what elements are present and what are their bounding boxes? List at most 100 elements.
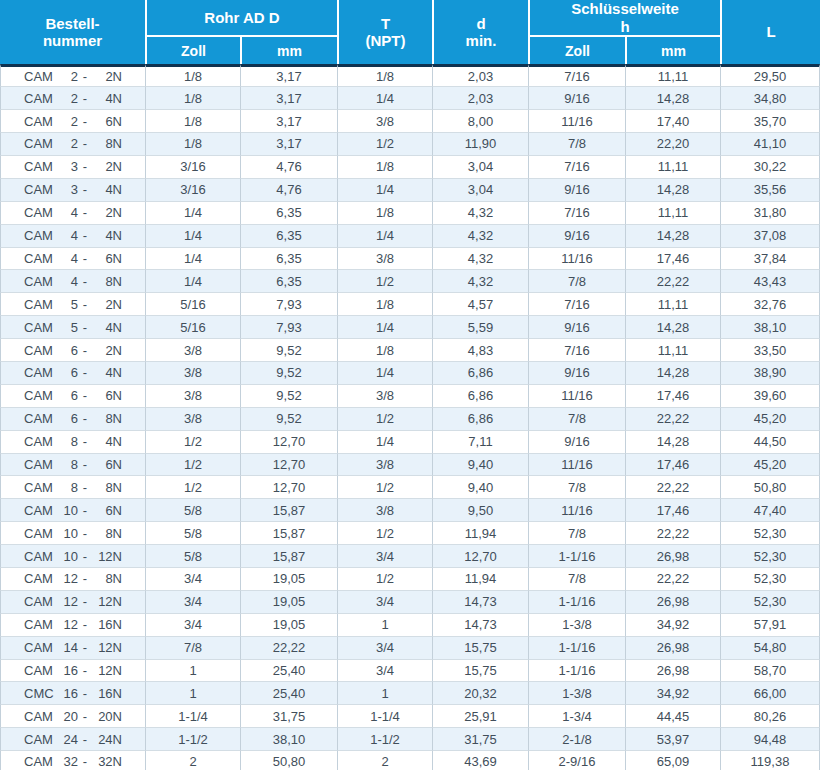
cell-t-npt: 1/8 [337, 64, 432, 87]
cell-rohr-mm: 15,87 [240, 545, 337, 568]
cell-d-min: 43,69 [432, 751, 528, 770]
cell-sw-mm: 26,98 [625, 545, 720, 568]
table-row: CAM 5 - 2N 5/16 7,93 1/8 4,57 7/16 11,11… [0, 293, 820, 316]
header-d-min: d min. [432, 0, 528, 64]
cell-d-min: 9,50 [432, 499, 528, 522]
cell-t-npt: 3/4 [337, 591, 432, 614]
cell-sw-mm: 14,28 [625, 316, 720, 339]
cell-l: 52,30 [720, 545, 820, 568]
cell-rohr-zoll: 1-1/4 [145, 705, 240, 728]
cell-rohr-mm: 3,17 [240, 64, 337, 87]
cell-d-min: 3,04 [432, 156, 528, 179]
cell-rohr-zoll: 3/4 [145, 568, 240, 591]
cell-rohr-mm: 38,10 [240, 728, 337, 751]
cell-t-npt: 1/2 [337, 476, 432, 499]
cell-bestellnummer: CAM 6 - 4N [0, 362, 145, 385]
table-row: CAM 2 - 8N 1/8 3,17 1/2 11,90 7/8 22,20 … [0, 133, 820, 156]
cell-t-npt: 3/8 [337, 385, 432, 408]
cell-l: 38,10 [720, 316, 820, 339]
cell-l: 35,56 [720, 179, 820, 202]
table-header: Bestell- nummer Rohr AD D T (NPT) d min.… [0, 0, 820, 64]
header-schluesselweite: Schlüsselweite h [528, 0, 720, 37]
cell-bestellnummer: CAM 6 - 8N [0, 408, 145, 431]
cell-rohr-mm: 19,05 [240, 614, 337, 637]
cell-sw-mm: 14,28 [625, 87, 720, 110]
cell-sw-zoll: 1-1/16 [528, 591, 625, 614]
cell-d-min: 15,75 [432, 637, 528, 660]
cell-rohr-mm: 25,40 [240, 682, 337, 705]
table-row: CAM 10 - 6N 5/8 15,87 3/8 9,50 11/16 17,… [0, 499, 820, 522]
cell-rohr-mm: 3,17 [240, 133, 337, 156]
cell-d-min: 6,86 [432, 408, 528, 431]
table-row: CAM 2 - 2N 1/8 3,17 1/8 2,03 7/16 11,11 … [0, 64, 820, 87]
cell-bestellnummer: CAM 10 - 8N [0, 522, 145, 545]
cell-d-min: 20,32 [432, 682, 528, 705]
cell-l: 29,50 [720, 64, 820, 87]
cell-rohr-zoll: 1/4 [145, 225, 240, 248]
cell-bestellnummer: CAM 6 - 6N [0, 385, 145, 408]
cell-d-min: 11,94 [432, 522, 528, 545]
cell-bestellnummer: CAM 5 - 4N [0, 316, 145, 339]
table-row: CAM 6 - 6N 3/8 9,52 3/8 6,86 11/16 17,46… [0, 385, 820, 408]
cell-d-min: 25,91 [432, 705, 528, 728]
cell-bestellnummer: CAM 10 - 12N [0, 545, 145, 568]
cell-t-npt: 1-1/4 [337, 705, 432, 728]
cell-rohr-mm: 4,76 [240, 156, 337, 179]
table-row: CAM 8 - 4N 1/2 12,70 1/4 7,11 9/16 14,28… [0, 431, 820, 454]
cell-bestellnummer: CAM 20 - 20N [0, 705, 145, 728]
cell-t-npt: 3/8 [337, 454, 432, 477]
table-row: CAM 2 - 6N 1/8 3,17 3/8 8,00 11/16 17,40… [0, 110, 820, 133]
cell-sw-zoll: 7/8 [528, 270, 625, 293]
cell-sw-zoll: 7/16 [528, 293, 625, 316]
cell-sw-zoll: 11/16 [528, 499, 625, 522]
cell-sw-zoll: 2-9/16 [528, 751, 625, 770]
table-row: CAM 6 - 8N 3/8 9,52 1/2 6,86 7/8 22,22 4… [0, 408, 820, 431]
cell-d-min: 9,40 [432, 476, 528, 499]
cell-sw-mm: 22,22 [625, 568, 720, 591]
table-row: CAM 5 - 4N 5/16 7,93 1/4 5,59 9/16 14,28… [0, 316, 820, 339]
cell-rohr-zoll: 5/16 [145, 293, 240, 316]
table-row: CAM 4 - 2N 1/4 6,35 1/8 4,32 7/16 11,11 … [0, 202, 820, 225]
cell-rohr-mm: 12,70 [240, 476, 337, 499]
cell-rohr-mm: 4,76 [240, 179, 337, 202]
cell-d-min: 3,04 [432, 179, 528, 202]
cell-d-min: 4,32 [432, 202, 528, 225]
cell-sw-mm: 44,45 [625, 705, 720, 728]
cell-t-npt: 1/2 [337, 408, 432, 431]
table-row: CAM 12 - 12N 3/4 19,05 3/4 14,73 1-1/16 … [0, 591, 820, 614]
cell-sw-zoll: 1-3/8 [528, 614, 625, 637]
cell-bestellnummer: CAM 14 - 12N [0, 637, 145, 660]
cell-sw-mm: 11,11 [625, 202, 720, 225]
cell-t-npt: 1/2 [337, 522, 432, 545]
cell-bestellnummer: CAM 6 - 2N [0, 339, 145, 362]
cell-t-npt: 1 [337, 682, 432, 705]
cell-rohr-mm: 6,35 [240, 225, 337, 248]
cell-sw-zoll: 9/16 [528, 316, 625, 339]
table-row: CAM 3 - 2N 3/16 4,76 1/8 3,04 7/16 11,11… [0, 156, 820, 179]
cell-rohr-mm: 12,70 [240, 454, 337, 477]
header-l: L [720, 0, 820, 64]
cell-t-npt: 1-1/2 [337, 728, 432, 751]
cell-rohr-zoll: 3/16 [145, 156, 240, 179]
cell-t-npt: 1/4 [337, 431, 432, 454]
cell-l: 32,76 [720, 293, 820, 316]
cell-rohr-mm: 19,05 [240, 591, 337, 614]
table-row: CAM 3 - 4N 3/16 4,76 1/4 3,04 9/16 14,28… [0, 179, 820, 202]
cell-sw-zoll: 11/16 [528, 248, 625, 271]
cell-l: 33,50 [720, 339, 820, 362]
cell-l: 57,91 [720, 614, 820, 637]
table-row: CMC 16 - 16N 1 25,40 1 20,32 1-3/8 34,92… [0, 682, 820, 705]
cell-sw-mm: 26,98 [625, 591, 720, 614]
cell-t-npt: 1/8 [337, 293, 432, 316]
cell-rohr-zoll: 1/8 [145, 87, 240, 110]
cell-l: 45,20 [720, 454, 820, 477]
cell-d-min: 4,32 [432, 225, 528, 248]
cell-sw-zoll: 2-1/8 [528, 728, 625, 751]
cell-l: 37,08 [720, 225, 820, 248]
cell-sw-zoll: 9/16 [528, 362, 625, 385]
cell-sw-mm: 14,28 [625, 362, 720, 385]
cell-l: 80,26 [720, 705, 820, 728]
header-t-npt: T (NPT) [337, 0, 432, 64]
cell-t-npt: 1 [337, 614, 432, 637]
cell-sw-zoll: 1-1/16 [528, 660, 625, 683]
